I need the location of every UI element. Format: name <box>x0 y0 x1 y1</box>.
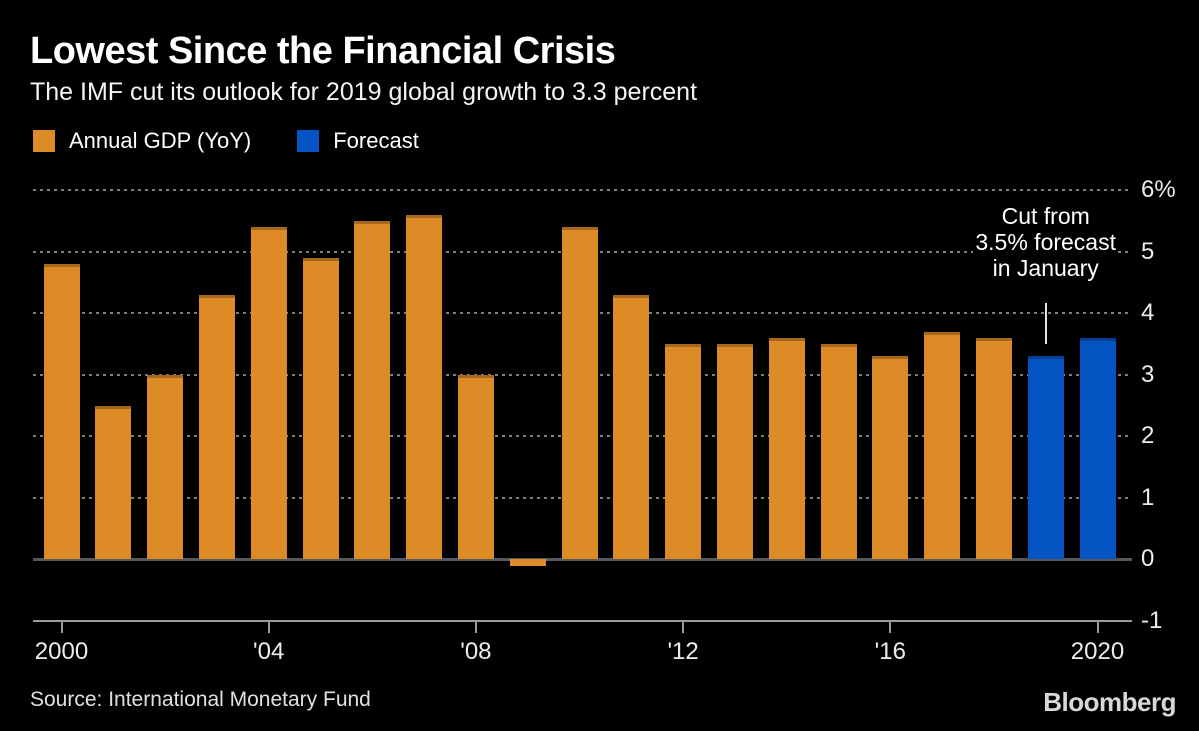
annotation-callout: Cut from 3.5% forecast in January <box>954 203 1138 281</box>
gdp-bar-2014 <box>768 337 805 560</box>
gdp-bar-2000 <box>43 263 80 560</box>
gdp-bar-2004 <box>250 226 287 560</box>
gdp-bar-2009 <box>509 559 546 566</box>
gdp-bar-2012 <box>665 343 702 560</box>
source-credit: Source: International Monetary Fund <box>30 688 371 711</box>
legend-label-forecast: Forecast <box>333 128 419 153</box>
gridline-6 <box>33 189 1132 191</box>
annual-gdp-swatch <box>33 130 55 152</box>
x-tick-2016 <box>889 622 892 633</box>
gdp-bar-2008 <box>457 374 494 560</box>
x-tick-label-2004: '04 <box>253 638 285 665</box>
chart-subtitle: The IMF cut its outlook for 2019 global … <box>30 78 698 106</box>
y-tick-label-5: 5 <box>1141 237 1155 265</box>
legend-item-forecast: Forecast <box>297 128 419 154</box>
x-tick-2012 <box>682 622 685 633</box>
gdp-bar-2007 <box>406 214 443 560</box>
legend-item-annual-gdp: Annual GDP (YoY) <box>33 128 251 154</box>
y-tick-label-1: 1 <box>1141 483 1155 511</box>
forecast-bar-2019 <box>1027 356 1064 560</box>
y-tick-label-2: 2 <box>1141 422 1155 450</box>
gdp-bar-2003 <box>198 294 235 560</box>
x-tick-2004 <box>267 622 270 633</box>
gdp-bar-2015 <box>820 343 857 560</box>
y-tick-label-4: 4 <box>1141 299 1155 327</box>
gdp-bar-2006 <box>354 220 391 560</box>
x-tick-2000 <box>60 622 63 633</box>
x-axis-line <box>33 620 1132 622</box>
annotation-line-3: in January <box>990 255 1101 281</box>
gdp-bar-2016 <box>872 356 909 560</box>
legend: Annual GDP (YoY) Forecast <box>33 128 451 154</box>
x-tick-label-2000: 2000 <box>34 638 89 665</box>
gdp-bar-2001 <box>95 405 132 560</box>
x-tick-label-2012: '12 <box>667 638 699 665</box>
y-tick-label--1: -1 <box>1141 607 1163 634</box>
x-tick-2020 <box>1096 622 1099 633</box>
gdp-bar-2002 <box>147 374 184 560</box>
gdp-bar-2005 <box>302 257 339 560</box>
y-tick-label-0: 0 <box>1141 545 1155 573</box>
annotation-line-2: 3.5% forecast <box>973 229 1118 255</box>
legend-label-annual-gdp: Annual GDP (YoY) <box>69 128 252 153</box>
gdp-bar-2013 <box>716 343 753 560</box>
annotation-line-1: Cut from <box>999 203 1092 229</box>
forecast-swatch <box>297 130 320 152</box>
y-tick-label-3: 3 <box>1141 360 1155 388</box>
annotation-pointer-line <box>1044 303 1047 345</box>
forecast-bar-2020 <box>1079 337 1116 560</box>
x-tick-2008 <box>474 622 477 633</box>
gdp-bar-2018 <box>975 337 1012 560</box>
y-tick-label-6: 6% <box>1141 176 1176 203</box>
gdp-bar-2010 <box>561 226 598 560</box>
x-tick-label-2016: '16 <box>874 638 906 665</box>
gdp-bar-2017 <box>924 331 961 560</box>
bloomberg-logo: Bloomberg <box>1043 687 1176 717</box>
x-tick-label-2020: 2020 <box>1070 638 1125 665</box>
plot-area <box>33 189 1132 633</box>
chart-title: Lowest Since the Financial Crisis <box>30 30 616 72</box>
x-tick-label-2008: '08 <box>460 638 492 665</box>
zero-line <box>33 557 1132 561</box>
gdp-bar-2011 <box>613 294 650 560</box>
